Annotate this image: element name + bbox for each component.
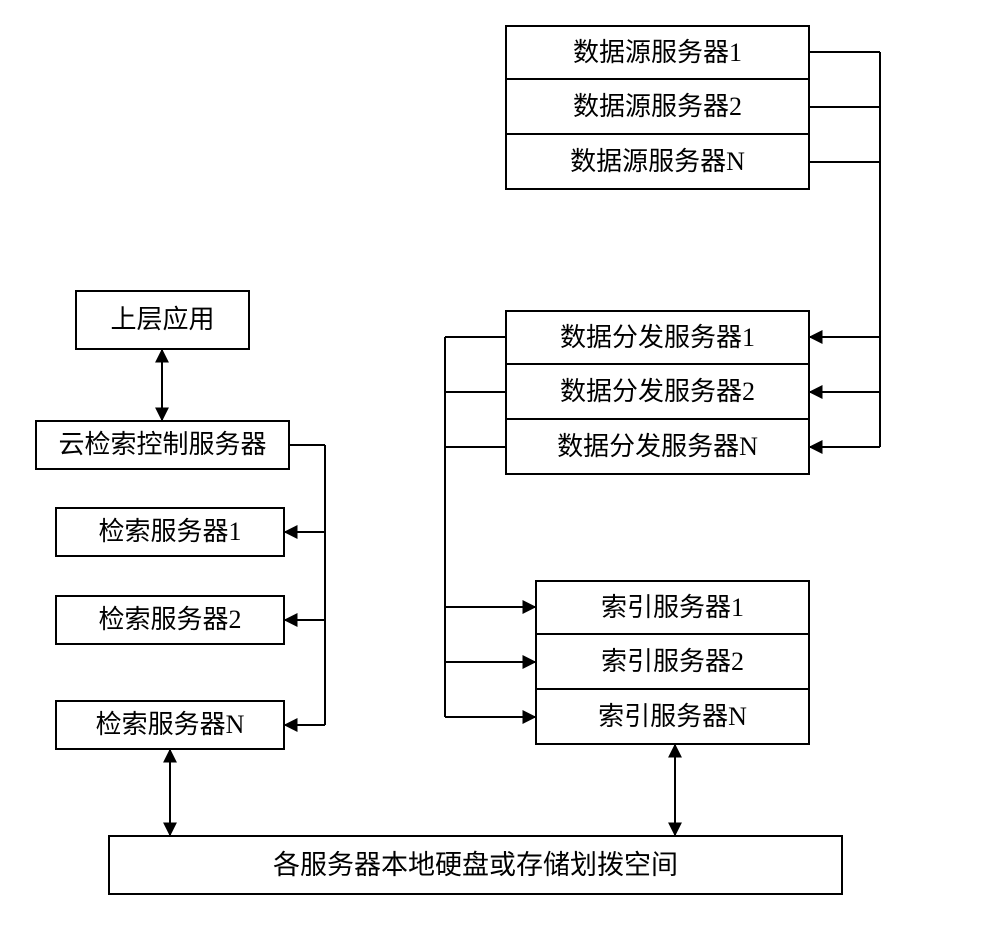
idxN-label: 索引服务器N	[598, 701, 747, 732]
data-source-n-box: 数据源服务器N	[505, 135, 810, 190]
cloud-ctrl-label: 云检索控制服务器	[58, 429, 266, 460]
upper-app-label: 上层应用	[110, 304, 214, 335]
data-source-2-box: 数据源服务器2	[505, 80, 810, 135]
index-server-2-box: 索引服务器2	[535, 635, 810, 690]
search-server-1-box: 检索服务器1	[55, 507, 285, 557]
upper-app-box: 上层应用	[75, 290, 250, 350]
ds1-label: 数据源服务器1	[573, 37, 742, 68]
dist2-label: 数据分发服务器2	[560, 376, 755, 407]
search-server-2-box: 检索服务器2	[55, 595, 285, 645]
data-source-1-box: 数据源服务器1	[505, 25, 810, 80]
searchN-label: 检索服务器N	[96, 709, 245, 740]
idx1-label: 索引服务器1	[601, 592, 744, 623]
search1-label: 检索服务器1	[98, 516, 241, 547]
distN-label: 数据分发服务器N	[557, 431, 758, 462]
idx2-label: 索引服务器2	[601, 646, 744, 677]
cloud-retrieval-control-box: 云检索控制服务器	[35, 420, 290, 470]
search-server-n-box: 检索服务器N	[55, 700, 285, 750]
index-server-1-box: 索引服务器1	[535, 580, 810, 635]
data-dist-n-box: 数据分发服务器N	[505, 420, 810, 475]
data-dist-2-box: 数据分发服务器2	[505, 365, 810, 420]
diagram-canvas: 上层应用 云检索控制服务器 检索服务器1 检索服务器2 检索服务器N 数据源服务…	[0, 0, 1000, 936]
storage-label: 各服务器本地硬盘或存储划拨空间	[273, 849, 678, 881]
search2-label: 检索服务器2	[98, 604, 241, 635]
data-dist-1-box: 数据分发服务器1	[505, 310, 810, 365]
storage-box: 各服务器本地硬盘或存储划拨空间	[108, 835, 843, 895]
ds2-label: 数据源服务器2	[573, 91, 742, 122]
dist1-label: 数据分发服务器1	[560, 322, 755, 353]
dsN-label: 数据源服务器N	[570, 146, 745, 177]
index-server-n-box: 索引服务器N	[535, 690, 810, 745]
